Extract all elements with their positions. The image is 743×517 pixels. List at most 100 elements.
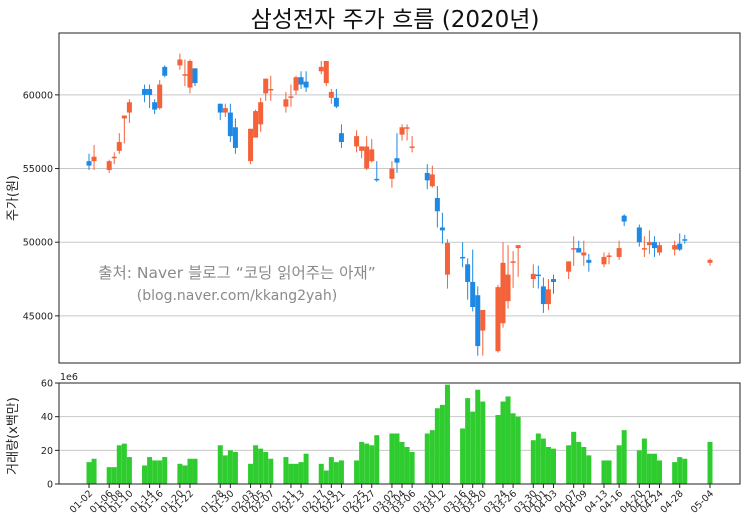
volume-bar <box>586 455 592 484</box>
candle-body <box>192 68 198 84</box>
candle <box>444 239 450 289</box>
candle-body <box>550 279 556 282</box>
candle <box>475 286 481 356</box>
volume-bar <box>545 446 551 484</box>
volume-bar <box>142 465 148 484</box>
candle-body <box>566 261 572 272</box>
volume-bar <box>157 460 163 484</box>
volume-bar <box>217 445 223 484</box>
volume-bar <box>480 401 486 484</box>
candle <box>500 242 506 328</box>
candle <box>601 252 607 268</box>
volume-bars <box>86 384 713 484</box>
candle <box>288 84 294 107</box>
volume-bar <box>530 440 536 484</box>
watermark-line1: 출처: Naver 블로그 “코딩 읽어주는 아재” <box>98 264 375 282</box>
candle <box>116 133 122 154</box>
candle-body <box>116 142 122 151</box>
volume-bar <box>222 455 228 484</box>
candle <box>86 153 92 171</box>
volume-bar <box>318 463 324 484</box>
volume-bar <box>323 470 329 484</box>
volume-bar <box>641 438 647 484</box>
volume-bar <box>621 430 627 484</box>
candle <box>434 186 440 228</box>
volume-y-ticks: 0 20 40 60 <box>41 379 59 491</box>
candle <box>157 80 163 110</box>
candle <box>657 242 663 256</box>
candle-body <box>460 256 466 259</box>
volume-bar <box>288 463 294 484</box>
candle <box>707 258 713 266</box>
candle <box>495 284 501 353</box>
candle-body <box>646 242 652 246</box>
candle <box>651 236 657 257</box>
candle <box>253 109 259 138</box>
candle <box>505 245 511 309</box>
volume-bar <box>601 460 607 484</box>
candle <box>439 212 445 244</box>
candle-body <box>288 96 294 98</box>
volume-bar <box>429 430 435 484</box>
candle <box>606 252 612 265</box>
candle <box>424 164 430 190</box>
candle-body <box>586 259 592 263</box>
candle <box>470 249 476 312</box>
volume-bar <box>606 460 612 484</box>
candle-body <box>111 156 117 159</box>
candle <box>232 118 238 154</box>
candle <box>192 68 198 87</box>
candle <box>530 264 536 288</box>
volume-bar <box>571 431 577 484</box>
candle-body <box>374 178 380 181</box>
volume-bar <box>677 457 683 484</box>
candle <box>298 71 304 89</box>
price-panel: 45000 50000 55000 60000 주가(원) 출처: Naver 블로그… <box>6 32 741 364</box>
candle <box>429 165 435 188</box>
candle-body <box>248 128 254 162</box>
volume-bar <box>106 467 112 484</box>
candle <box>586 253 592 272</box>
candle <box>268 75 274 101</box>
candle-body <box>651 242 657 249</box>
candle-body <box>470 281 476 308</box>
candle-body <box>359 146 365 151</box>
candle-body <box>253 111 259 138</box>
candle-body <box>258 102 264 125</box>
volume-bar <box>86 462 92 484</box>
volume-bar <box>152 460 158 484</box>
candle-body <box>515 245 521 249</box>
volume-bar <box>500 401 506 484</box>
volume-bar <box>283 457 289 484</box>
volume-bar <box>657 460 663 484</box>
volume-bar <box>505 396 511 484</box>
volume-bar <box>515 416 521 484</box>
volume-bar <box>303 453 309 484</box>
candle-body <box>475 295 481 347</box>
candle <box>328 88 334 104</box>
price-axes-frame <box>58 32 741 364</box>
volume-y-tick-label: 60 <box>41 379 53 390</box>
volume-bar <box>616 445 622 484</box>
candle-body <box>601 256 607 265</box>
candle <box>540 277 546 313</box>
volume-bar <box>495 414 501 484</box>
candle <box>566 261 572 280</box>
candle <box>147 84 153 109</box>
candle <box>293 75 299 95</box>
candle-body <box>394 158 400 163</box>
candle <box>480 309 486 356</box>
candle-body <box>571 248 577 250</box>
volume-bar <box>672 462 678 484</box>
candle-body <box>121 115 127 119</box>
candle <box>535 265 541 289</box>
candle-body <box>152 102 158 110</box>
candle <box>106 159 112 173</box>
candle-body <box>147 88 153 95</box>
candle-body <box>510 261 516 263</box>
watermark-line2: (blog.naver.com/kkang2yah) <box>137 288 337 304</box>
candle-body <box>354 136 360 147</box>
candle <box>258 97 264 132</box>
price-y-tick-label: 45000 <box>23 311 53 322</box>
volume-bar <box>424 433 430 484</box>
